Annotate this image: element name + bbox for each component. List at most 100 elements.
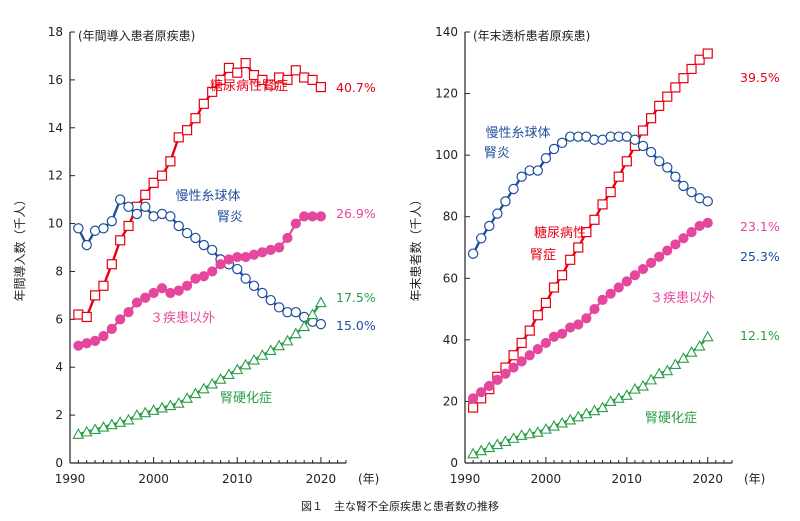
data-point [637,125,649,136]
figure-caption: 図１ 主な腎不全原疾患と患者数の推移 [301,500,499,513]
data-point [97,420,110,432]
series-4: 腎硬化症 17.5% [72,290,376,439]
data-point [148,177,159,188]
data-point [206,244,218,256]
chart-panel-2: 0 20 40 60 80 100 120 140 1990 2000 2010 2020 (年) (年末… [408,25,780,486]
data-point [556,270,568,281]
y-tick-label: 12 [48,169,63,183]
data-point [475,444,488,456]
data-point [516,337,527,349]
data-point [147,404,160,415]
data-point [206,377,219,389]
data-point [232,251,243,263]
data-point [548,282,560,293]
data-point [165,156,176,167]
data-point [678,180,689,192]
data-point [612,392,625,403]
data-point [89,423,102,435]
series-label: 糖尿病性 [534,225,586,241]
data-point [73,309,84,320]
data-point [628,382,641,394]
y-tick-label: 14 [48,121,63,135]
data-point [148,287,159,299]
data-point [670,82,681,93]
data-point [669,358,682,370]
data-point [115,314,126,325]
data-point [694,54,705,65]
data-point [215,259,226,270]
data-point [564,413,577,425]
series-end-label: 39.5% [740,70,780,85]
data-point [181,125,193,136]
series-label: 腎炎 [217,210,243,225]
data-point [605,288,616,299]
data-point [686,227,697,238]
data-point [106,323,117,335]
y-tick-label: 18 [48,25,63,39]
data-point [702,217,713,228]
data-point [265,79,276,90]
data-point [156,283,168,294]
x-tick-label: 2020 [692,472,723,486]
data-point [483,441,496,453]
data-point [181,280,193,291]
data-point [581,313,592,324]
data-point [685,346,698,357]
chart-panel-1: 0 2 4 6 8 10 12 14 16 18 1990 2000 2010 2020 (年) (年間導入患… [12,25,379,486]
data-point [524,325,535,336]
data-point [140,189,151,200]
y-tick-label: 80 [443,210,458,224]
series-label: 慢性糸球体 [485,125,550,141]
data-point [307,211,318,222]
series-line [472,336,709,455]
data-point [475,233,487,244]
y-tick-label: 60 [443,271,458,285]
data-point [621,156,632,167]
x-tick-label: 2020 [306,472,337,486]
data-point [662,245,673,256]
data-point [523,427,536,439]
series-label: 腎硬化症 [645,411,697,426]
data-point [190,113,201,124]
data-point [282,74,293,85]
data-point [98,280,109,291]
data-point [89,335,101,346]
y-tick-label: 40 [443,333,458,347]
x-tick-label: 2010 [612,472,643,486]
data-point [314,296,327,308]
data-point [190,232,201,244]
data-point [114,416,127,427]
y-tick-label: 16 [48,73,63,87]
data-point [637,263,649,275]
x-axis-label: (年) [358,472,379,486]
data-point [556,328,568,339]
data-point [123,201,134,212]
data-point [281,334,294,346]
data-point [678,73,689,84]
data-point [140,201,151,212]
series-end-label: 25.3% [740,249,780,264]
data-point [165,211,176,222]
data-point [677,352,690,363]
data-point [273,242,285,253]
data-point [467,402,479,413]
data-point [500,196,511,207]
data-point [173,220,184,232]
data-point [290,218,301,229]
data-point [72,428,85,439]
data-point [662,162,673,173]
data-point [589,214,600,225]
data-point [299,211,310,222]
data-point [189,387,202,399]
data-point [540,153,552,164]
data-point [573,319,584,330]
data-point [140,292,151,303]
series-label: 腎症 [530,248,556,263]
data-point [273,339,286,351]
data-point [105,418,118,430]
data-point [257,287,268,299]
data-point [508,183,519,195]
data-point [670,239,681,250]
data-point [596,401,609,413]
